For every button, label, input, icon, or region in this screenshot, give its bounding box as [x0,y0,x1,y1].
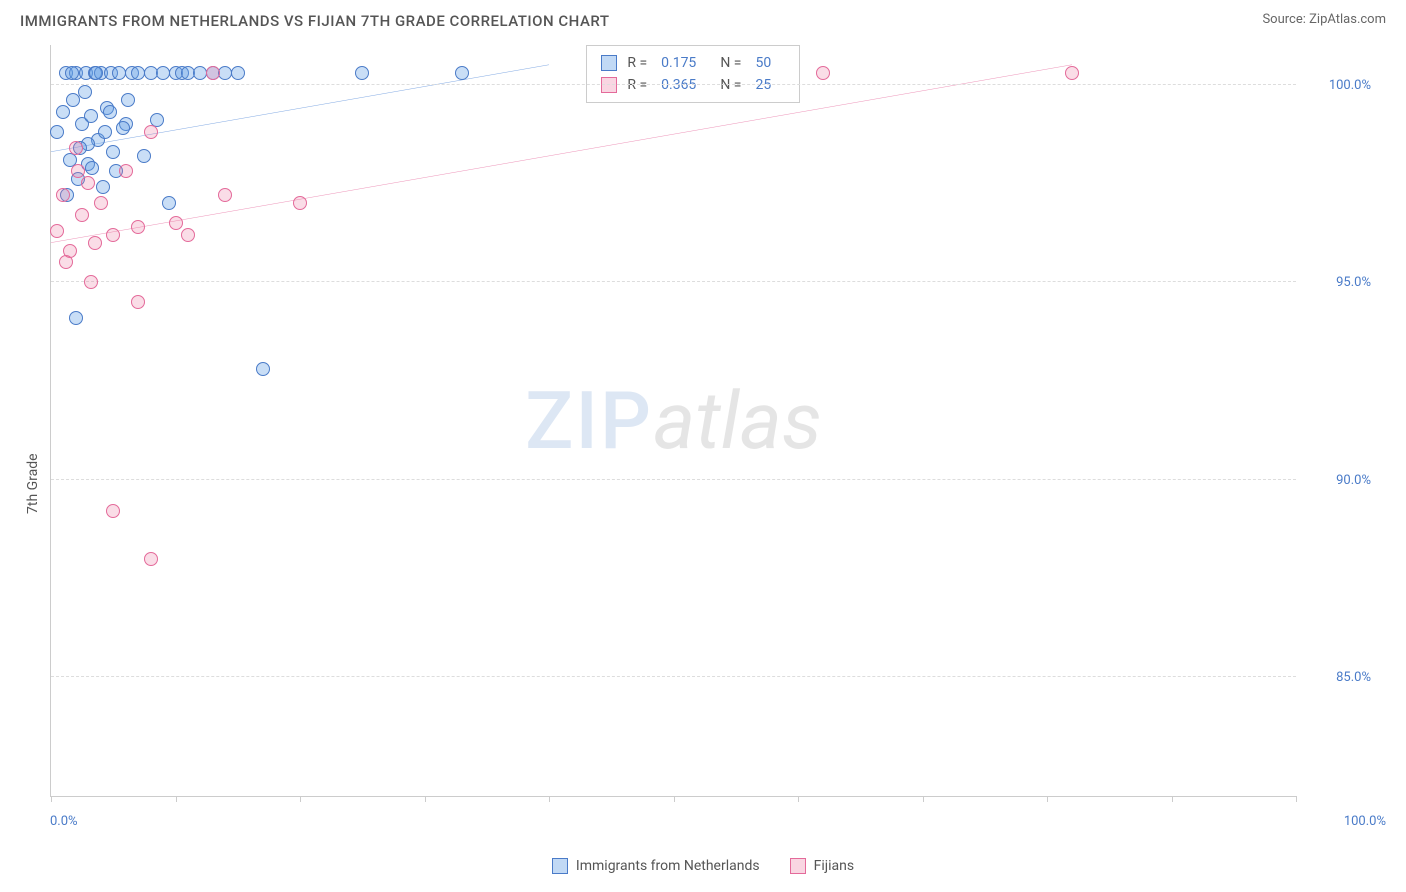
legend-item: Immigrants from Netherlands [552,858,760,874]
legend-label: Fijians [814,858,854,874]
data-point [455,66,469,80]
x-axis-min-label: 0.0% [50,814,78,829]
gridline [51,281,1296,282]
gridline [51,479,1296,480]
x-tick [549,796,550,802]
series-legend: Immigrants from Netherlands Fijians [0,858,1406,874]
legend-item: Fijians [790,858,854,874]
data-point [84,109,98,123]
gridline [51,676,1296,677]
data-point [103,105,117,119]
data-point [50,125,64,139]
data-point [231,66,245,80]
data-point [78,85,92,99]
r-label: R = [627,55,647,71]
data-point [98,125,112,139]
x-tick [923,796,924,802]
data-point [56,105,70,119]
data-point [50,224,64,238]
r-label: R = [627,77,647,93]
data-point [162,196,176,210]
data-point [71,164,85,178]
data-point [106,145,120,159]
data-point [69,311,83,325]
r-value: 0.175 [661,55,696,71]
data-point [121,93,135,107]
data-point [106,504,120,518]
y-tick-label: 85.0% [1336,670,1371,685]
data-point [96,180,110,194]
correlation-legend: R = 0.175 N = 50 R = 0.365 N = 25 [586,45,800,103]
data-point [75,208,89,222]
x-tick [1296,796,1297,802]
data-point [85,161,99,175]
legend-swatch [601,77,617,93]
legend-row: R = 0.175 N = 50 [601,52,785,74]
chart-title: IMMIGRANTS FROM NETHERLANDS VS FIJIAN 7T… [20,12,609,30]
data-point [1065,66,1079,80]
data-point [816,66,830,80]
legend-swatch [601,55,617,71]
data-point [144,552,158,566]
x-axis-max-label: 100.0% [1344,814,1386,829]
trend-line [51,65,549,152]
data-point [355,66,369,80]
n-value: 50 [755,55,771,71]
x-tick [51,796,52,802]
x-tick [425,796,426,802]
data-point [84,275,98,289]
data-point [119,164,133,178]
n-label: N = [720,55,741,71]
n-label: N = [720,77,741,93]
source-attribution: Source: ZipAtlas.com [1262,12,1386,27]
data-point [131,220,145,234]
x-tick [300,796,301,802]
chart-container: 7th Grade ZIPatlas R =0.175N =50R =0.365… [50,45,1386,827]
data-point [206,66,220,80]
data-point [256,362,270,376]
r-value: 0.365 [661,77,696,93]
legend-swatch [552,858,568,874]
data-point [81,176,95,190]
y-tick-label: 100.0% [1329,78,1371,93]
legend-swatch [790,858,806,874]
trend-line [51,65,1072,243]
legend-row: R = 0.365 N = 25 [601,74,785,96]
gridline [51,84,1296,85]
y-tick-label: 90.0% [1336,473,1371,488]
data-point [116,121,130,135]
data-point [69,141,83,155]
data-point [181,228,195,242]
data-point [137,149,151,163]
y-tick-label: 95.0% [1336,275,1371,290]
data-point [144,125,158,139]
x-tick [1172,796,1173,802]
data-point [89,66,103,80]
trend-lines [51,45,1296,796]
y-axis-title: 7th Grade [25,454,41,515]
plot-area: ZIPatlas R =0.175N =50R =0.365N =25 85.0… [50,45,1296,797]
data-point [94,196,108,210]
data-point [56,188,70,202]
data-point [169,216,183,230]
x-tick [674,796,675,802]
data-point [65,66,79,80]
data-point [59,255,73,269]
data-point [293,196,307,210]
data-point [131,295,145,309]
legend-label: Immigrants from Netherlands [576,858,760,874]
x-tick [1047,796,1048,802]
data-point [88,236,102,250]
x-tick [798,796,799,802]
n-value: 25 [755,77,771,93]
data-point [218,188,232,202]
x-tick [176,796,177,802]
data-point [106,228,120,242]
watermark: ZIPatlas [525,374,822,468]
